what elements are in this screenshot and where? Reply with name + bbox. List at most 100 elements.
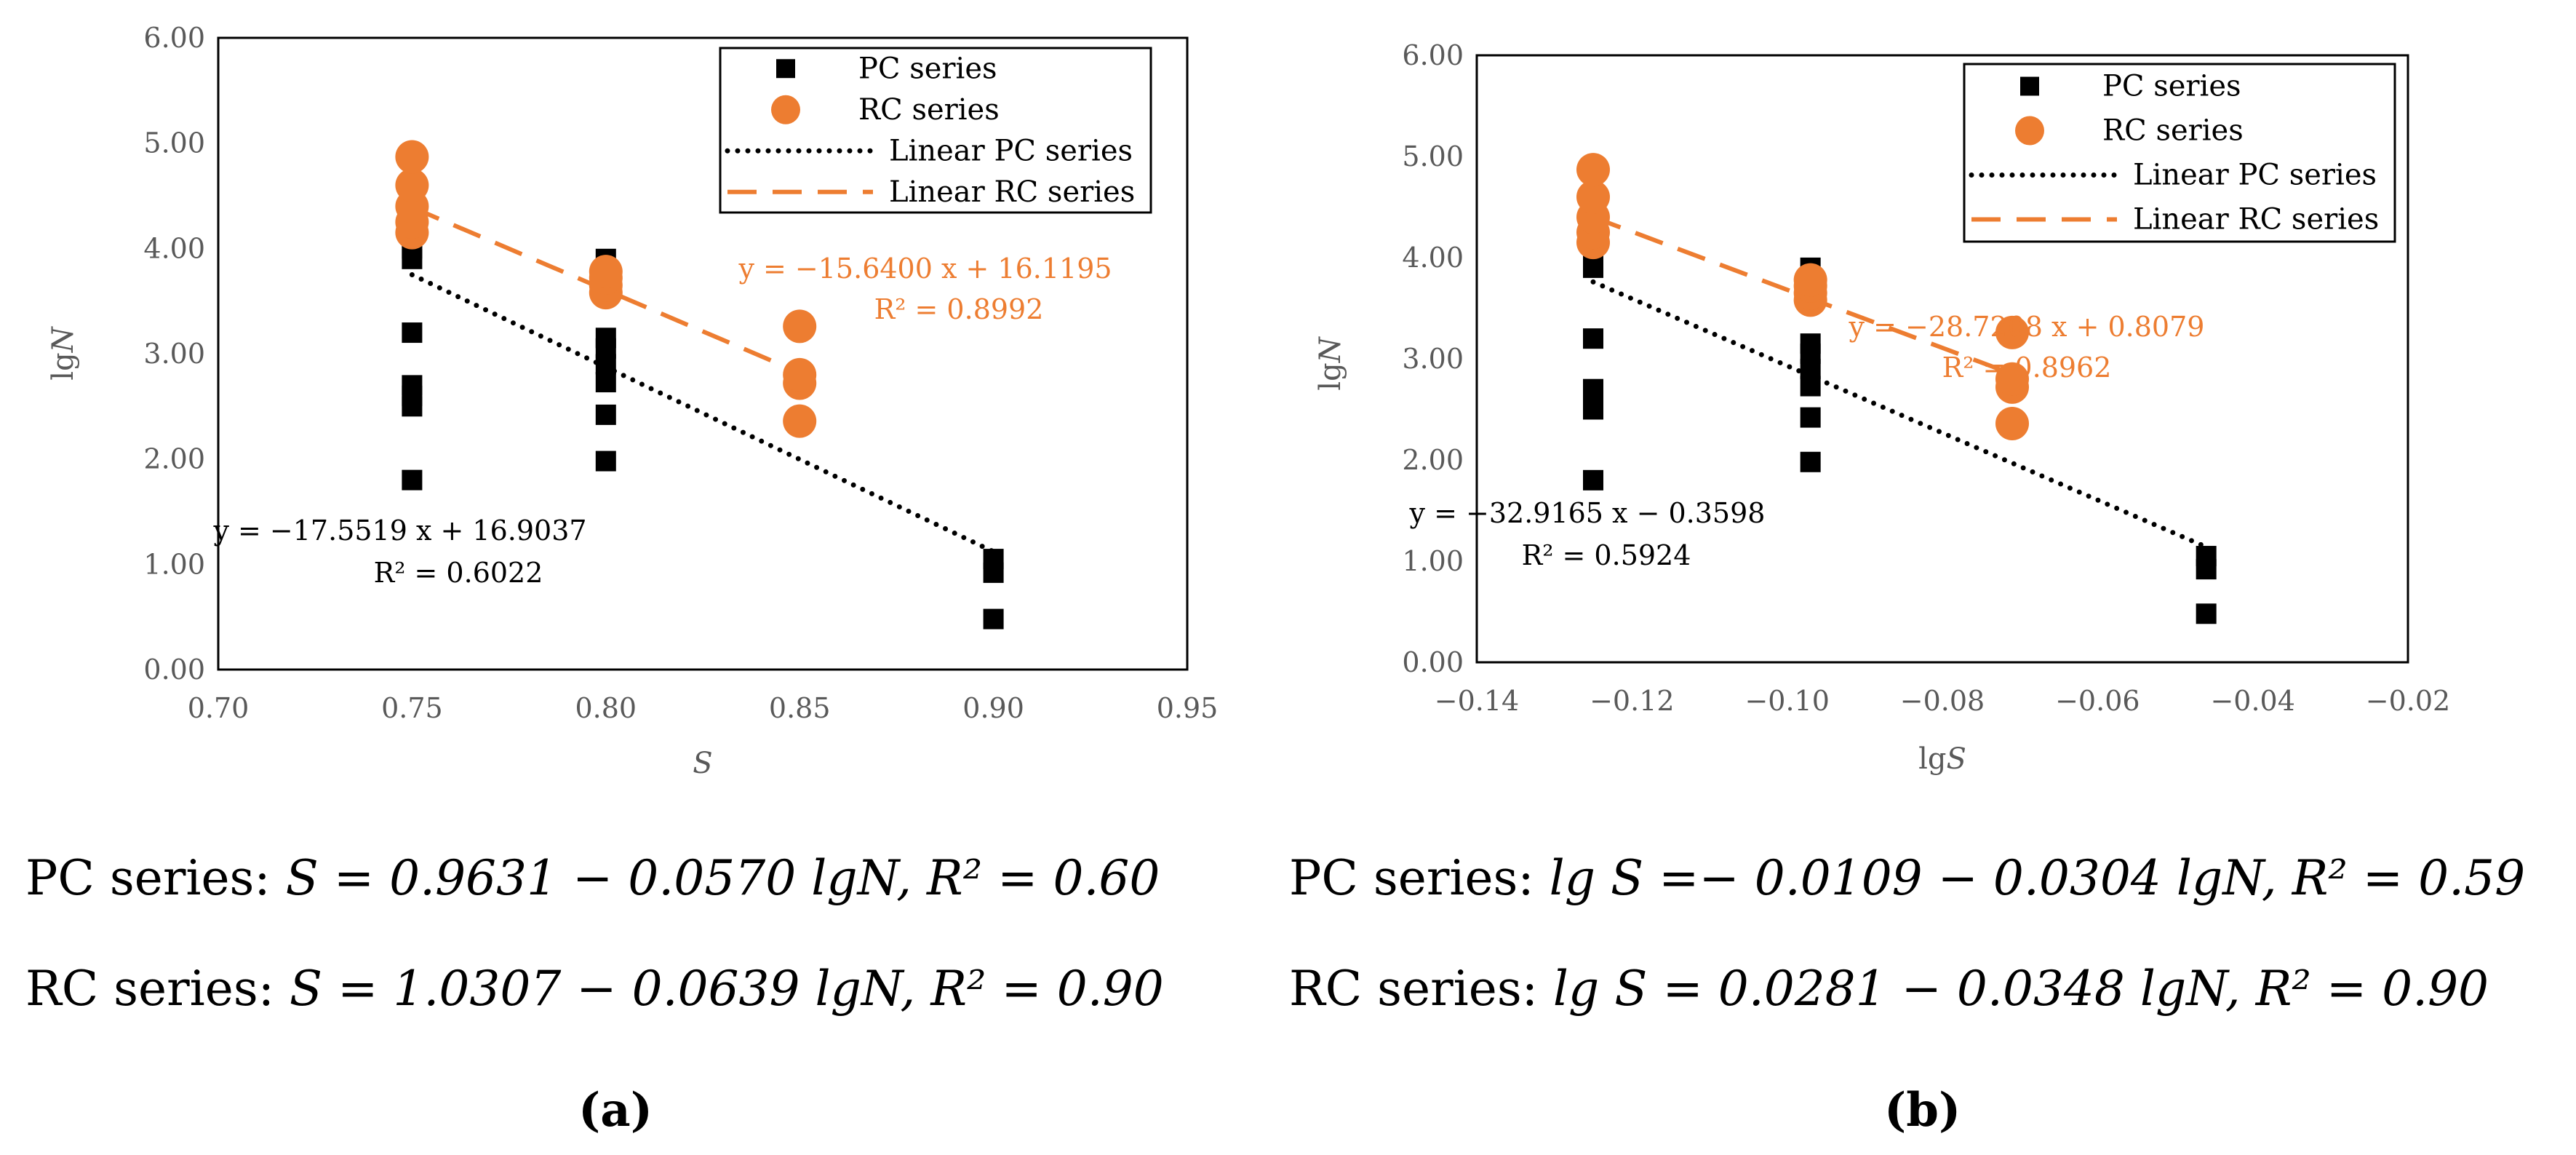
y-tick-label: 0.00: [1402, 646, 1464, 678]
x-tick-label: −0.08: [1900, 685, 1985, 717]
pc-point: [983, 608, 1004, 630]
pc-point: [1583, 328, 1603, 349]
legend-rc-marker: [2015, 116, 2044, 146]
legend-pc-label: PC series: [858, 52, 997, 85]
x-axis-title: lgS: [1918, 742, 1966, 776]
y-tick-label: 1.00: [1402, 545, 1464, 577]
y-tick-label: 6.00: [143, 22, 205, 54]
y-tick-label: 4.00: [1402, 242, 1464, 274]
formula-a-rc: RC series: S = 1.0307 − 0.0639 lgN, R² =…: [25, 961, 1164, 1017]
trendline-rc: [1592, 215, 2014, 376]
pc-point: [402, 375, 423, 396]
pc-point: [595, 451, 616, 472]
formula-a-pc-prefix: PC series:: [25, 850, 271, 906]
rc-point: [1995, 406, 2029, 440]
formula-b-rc-body: lg S = 0.0281 − 0.0348 lgN, R² = 0.90: [1552, 961, 2489, 1017]
pc-r2: R² = 0.5924: [1522, 539, 1691, 571]
pc-equation: y = −32.9165 x − 0.3598: [1409, 497, 1766, 529]
rc-point: [1995, 315, 2029, 349]
rc-equation: y = −15.6400 x + 16.1195: [738, 253, 1112, 285]
y-tick-label: 5.00: [1402, 140, 1464, 172]
pc-equation: y = −17.5519 x + 16.9037: [212, 515, 586, 547]
x-tick-label: −0.10: [1744, 685, 1829, 717]
y-tick-label: 1.00: [143, 548, 205, 580]
x-tick-label: 0.70: [188, 692, 250, 724]
y-tick-label: 2.00: [1402, 444, 1464, 476]
legend-pc-marker: [776, 59, 795, 79]
legend-pc-label: PC series: [2102, 70, 2241, 103]
rc-point: [589, 255, 623, 289]
y-tick-label: 5.00: [143, 127, 205, 159]
panel-label-a-text: (a): [578, 1083, 653, 1138]
legend-rc-label: RC series: [858, 93, 1000, 127]
pc-point: [595, 404, 616, 425]
rc-point: [1576, 153, 1610, 187]
rc-r2: R² = 0.8962: [1942, 352, 2112, 384]
y-tick-label: 0.00: [143, 654, 205, 686]
formula-b-pc-body: lg S =− 0.0109 − 0.0304 lgN, R² = 0.59: [1549, 850, 2526, 906]
pc-point: [595, 372, 616, 393]
rc-point: [1995, 362, 2029, 396]
y-tick-label: 3.00: [1402, 343, 1464, 375]
y-axis-title: lgN: [47, 325, 80, 380]
rc-point: [395, 140, 429, 174]
x-tick-label: 0.75: [381, 692, 443, 724]
formula-a-rc-prefix: RC series:: [25, 961, 274, 1017]
legend-linear-pc-label: Linear PC series: [889, 134, 1133, 167]
rc-point: [783, 309, 817, 344]
formula-b-pc-prefix: PC series:: [1289, 850, 1534, 906]
pc-r2: R² = 0.6022: [374, 557, 543, 589]
rc-point: [1576, 180, 1610, 214]
x-tick-label: −0.04: [2210, 685, 2294, 717]
rc-equation: y = −28.7208 x + 0.8079: [1849, 311, 2205, 343]
pc-point: [2196, 603, 2217, 624]
pc-point: [983, 549, 1004, 570]
pc-point: [1800, 333, 1821, 354]
x-tick-label: −0.12: [1590, 685, 1674, 717]
y-axis-title: lgN: [1314, 336, 1347, 390]
y-tick-label: 6.00: [1402, 39, 1464, 71]
pc-point: [1800, 376, 1821, 397]
panel-label-b-text: (b): [1884, 1083, 1961, 1138]
y-tick-label: 4.00: [143, 232, 205, 264]
x-tick-label: 0.80: [575, 692, 637, 724]
legend-linear-pc-label: Linear PC series: [2133, 159, 2377, 192]
y-tick-label: 3.00: [143, 338, 205, 370]
x-tick-label: 0.85: [769, 692, 831, 724]
legend-rc-label: RC series: [2102, 114, 2244, 148]
plot-area: [217, 36, 1189, 671]
legend-linear-rc-label: Linear RC series: [2133, 203, 2379, 237]
x-axis-title: S: [693, 747, 712, 780]
rc-point: [783, 357, 817, 392]
pc-point: [2196, 546, 2217, 567]
plot-area: [1475, 54, 2409, 664]
x-tick-label: −0.02: [2366, 685, 2450, 717]
pc-point: [402, 469, 423, 491]
y-tick-label: 2.00: [143, 443, 205, 475]
rc-point: [1793, 263, 1827, 297]
formula-b-pc: PC series: lg S =− 0.0109 − 0.0304 lgN, …: [1289, 850, 2525, 906]
legend-linear-rc-label: Linear RC series: [889, 175, 1135, 209]
x-tick-label: 0.95: [1157, 692, 1219, 724]
x-tick-label: −0.14: [1435, 685, 1519, 717]
pc-point: [1800, 451, 1821, 472]
rc-r2: R² = 0.8992: [874, 293, 1044, 325]
x-tick-label: −0.06: [2055, 685, 2140, 717]
pc-point: [595, 328, 616, 349]
pc-point: [402, 322, 423, 344]
formula-b-rc: RC series: lg S = 0.0281 − 0.0348 lgN, R…: [1289, 961, 2489, 1017]
rc-point: [395, 168, 429, 202]
chart-b: 0.00 1.00 2.00 3.00 4.00 5.00 6.00 −0.14 −0.12 −0…: [1314, 39, 2450, 776]
formula-a-rc-body: S = 1.0307 − 0.0639 lgN, R² = 0.90: [289, 961, 1164, 1017]
rc-point: [783, 404, 817, 438]
pc-point: [1583, 469, 1603, 491]
panel-label-a: (a): [578, 1083, 653, 1138]
pc-point: [1583, 378, 1603, 400]
panel-label-b: (b): [1884, 1083, 1961, 1138]
formula-a-pc: PC series: S = 0.9631 − 0.0570 lgN, R² =…: [25, 850, 1160, 906]
legend-rc-marker: [771, 95, 800, 124]
trendline-rc: [411, 205, 801, 375]
formula-a-pc-body: S = 0.9631 − 0.0570 lgN, R² = 0.60: [285, 850, 1160, 906]
formula-b-rc-prefix: RC series:: [1289, 961, 1538, 1017]
x-tick-label: 0.90: [962, 692, 1024, 724]
